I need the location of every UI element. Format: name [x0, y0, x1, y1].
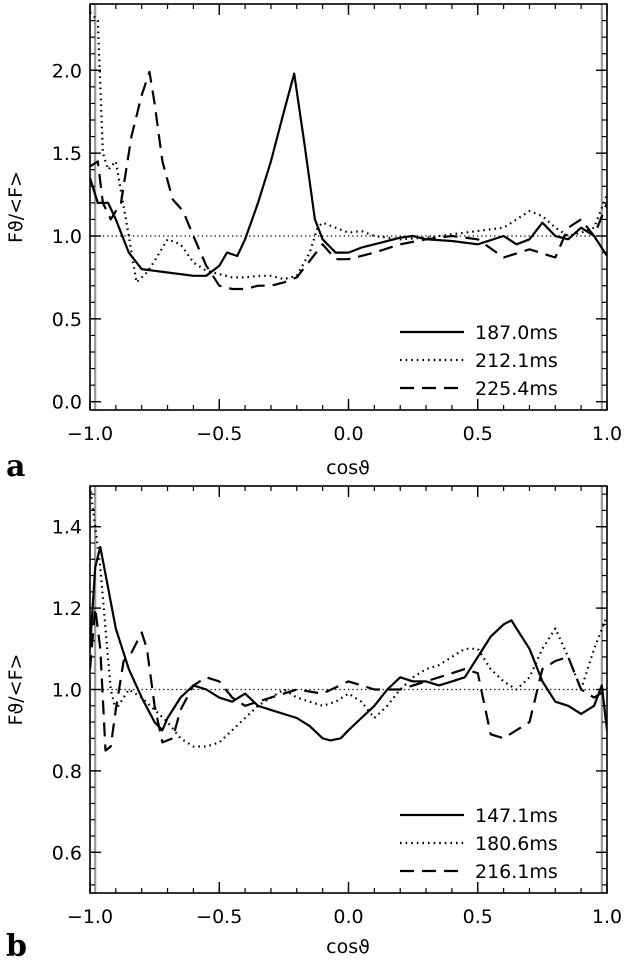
panel-letter-b: b	[6, 929, 27, 961]
x-axis-label: cosϑ	[326, 936, 370, 958]
x-tick-label: −1.0	[67, 423, 113, 445]
x-tick-label: −0.5	[196, 423, 242, 445]
y-tick-label: 0.5	[52, 309, 82, 331]
y-tick-label: 1.2	[52, 598, 82, 620]
panel-letter-a: a	[6, 449, 25, 484]
x-tick-label: 0.0	[333, 423, 363, 445]
series-group	[90, 486, 607, 752]
y-axis-label: Fϑ/<F>	[5, 171, 27, 243]
legend-label: 187.0ms	[475, 322, 558, 344]
y-tick-label: 1.0	[52, 226, 82, 248]
chart-panel-b: −1.0 −0.5 0.0 0.5 1.0 0.6 0.8 1.0 1.2 1.4 cosϑ Fϑ/<…	[5, 485, 622, 958]
legend-label: 225.4ms	[475, 378, 558, 400]
series-line-180.6ms	[90, 486, 607, 748]
y-tick-label: 1.5	[52, 143, 82, 165]
x-tick-label: 1.0	[592, 423, 622, 445]
legend-label: 212.1ms	[475, 350, 558, 372]
y-tick-label: 0.0	[52, 392, 82, 414]
x-tick-label: 0.0	[333, 906, 363, 928]
x-tick-label: −1.0	[67, 906, 113, 928]
series-line-212.1ms	[90, 11, 607, 284]
y-tick-label: 0.8	[52, 761, 82, 783]
series-line-225.4ms	[90, 70, 607, 291]
x-tick-label: 0.5	[463, 423, 493, 445]
legend-label: 147.1ms	[475, 805, 558, 827]
x-axis-label: cosϑ	[326, 457, 370, 479]
y-tick-label: 0.6	[52, 842, 82, 864]
x-tick-label: 1.0	[592, 906, 622, 928]
y-tick-label: 1.0	[52, 680, 82, 702]
legend-label: 180.6ms	[475, 833, 558, 855]
x-tick-label: −0.5	[196, 906, 242, 928]
y-axis-label: Fϑ/<F>	[5, 654, 27, 726]
y-tick-label: 1.4	[52, 517, 82, 539]
x-tick-label: 0.5	[463, 906, 493, 928]
series-line-147.1ms	[90, 545, 607, 742]
y-tick-label: 2.0	[52, 60, 82, 82]
legend-label: 216.1ms	[475, 861, 558, 883]
chart-panel-a: −1.0 −0.5 0.0 0.5 1.0 0.0 0.5 1.0 1.5 2.0 cosϑ Fϑ/<…	[5, 3, 622, 479]
series-group	[90, 11, 607, 291]
series-line-216.1ms	[90, 606, 607, 752]
series-line-187.0ms	[90, 72, 607, 277]
